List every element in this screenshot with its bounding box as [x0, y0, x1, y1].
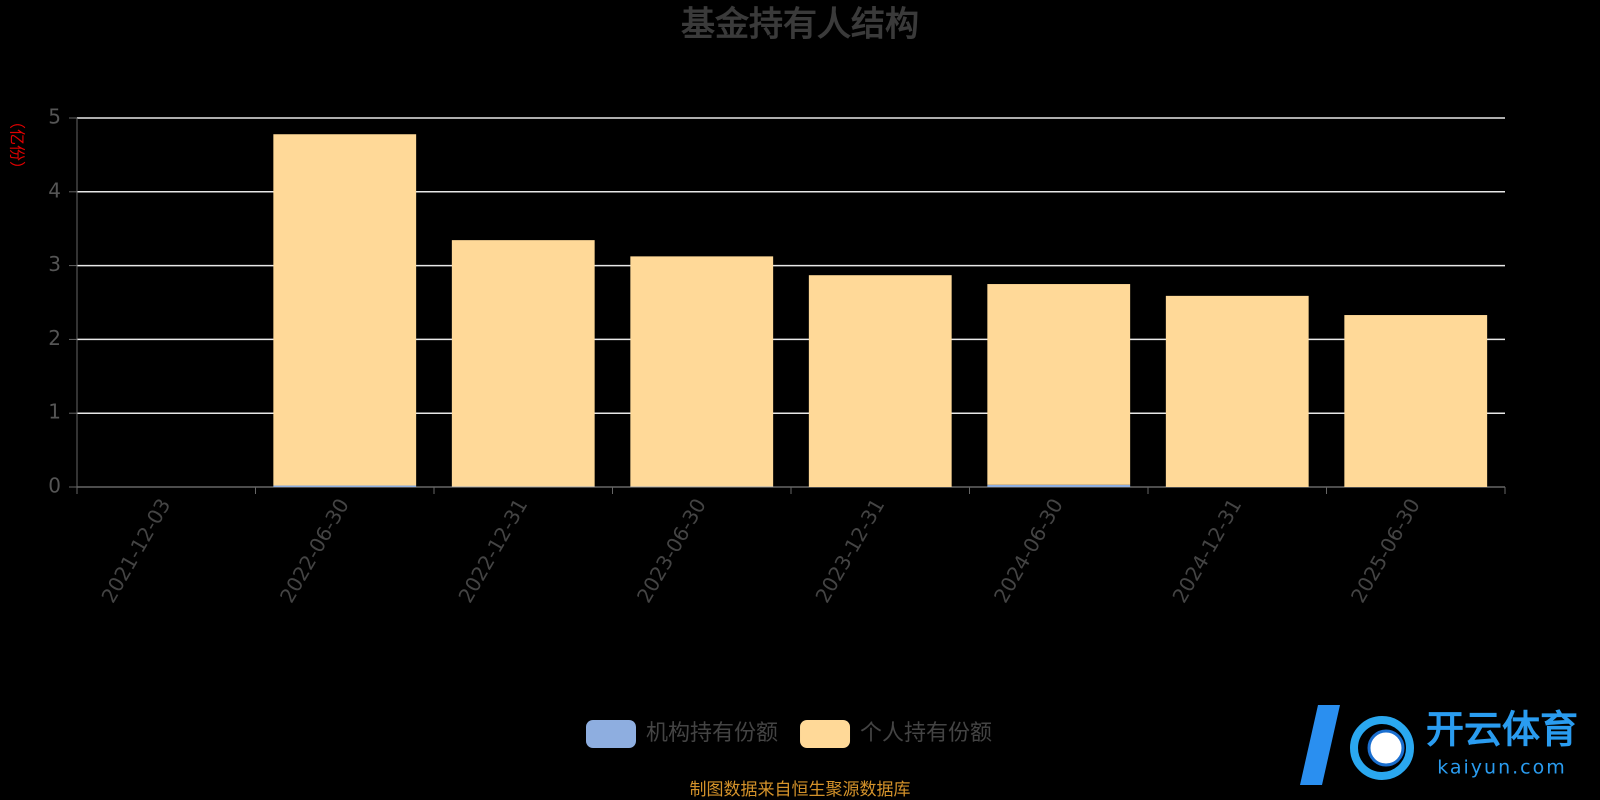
- legend: 机构持有份额 个人持有份额: [586, 720, 992, 748]
- x-tick-label: 2022-12-31: [453, 494, 532, 607]
- y-tick-label: 1: [48, 400, 61, 424]
- legend-label: 个人持有份额: [860, 721, 992, 746]
- x-tick-label: 2023-12-31: [810, 494, 889, 607]
- y-tick-label: 2: [48, 326, 61, 350]
- x-tick-label: 2024-12-31: [1167, 494, 1246, 607]
- bar-segment: [273, 485, 417, 487]
- bar-segment: [987, 284, 1131, 485]
- bar-segment: [1165, 295, 1309, 487]
- logo-k: [1300, 705, 1340, 785]
- watermark-brand: 开云体育: [1426, 708, 1578, 752]
- y-axis-label: （亿份）: [8, 113, 27, 177]
- bar-segment: [630, 256, 774, 487]
- logo-ball: [1367, 729, 1405, 767]
- bar-segment: [1344, 315, 1488, 487]
- x-tick-label: 2023-06-30: [632, 494, 711, 607]
- chart-title: 基金持有人结构: [681, 5, 919, 45]
- bar-segment: [808, 275, 952, 487]
- legend-label: 机构持有份额: [646, 721, 778, 746]
- legend-swatch: [586, 720, 636, 748]
- watermark-site: kaiyun.com: [1437, 757, 1567, 779]
- bar-segment: [273, 134, 417, 486]
- y-tick-label: 5: [48, 105, 61, 129]
- watermark: 开云体育 kaiyun.com: [1300, 705, 1578, 785]
- legend-swatch: [800, 720, 851, 748]
- x-tick-label: 2022-06-30: [275, 494, 354, 607]
- x-tick-label: 2024-06-30: [989, 494, 1068, 607]
- x-tick-label: 2025-06-30: [1346, 494, 1425, 607]
- y-tick-label: 4: [48, 178, 61, 202]
- bar-segment: [451, 240, 595, 487]
- logo-ring: [1350, 716, 1414, 780]
- x-tick-label: 2021-12-03: [96, 494, 175, 607]
- source-note: 制图数据来自恒生聚源数据库: [690, 780, 911, 800]
- y-tick-label: 3: [48, 252, 61, 276]
- bar-segment: [987, 484, 1131, 487]
- y-tick-label: 0: [48, 474, 61, 498]
